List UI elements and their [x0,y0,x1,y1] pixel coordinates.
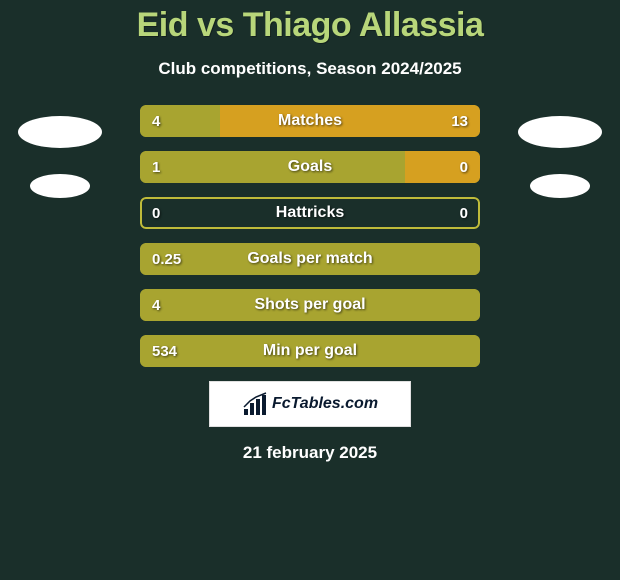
bar-label: Min per goal [263,342,357,360]
stat-bar: 534 Min per goal [140,335,480,367]
subtitle: Club competitions, Season 2024/2025 [158,59,461,79]
source-logo-text: FcTables.com [272,395,378,413]
stat-bar: 0 0 Hattricks [140,197,480,229]
stat-bar: 0.25 Goals per match [140,243,480,275]
team-badge-placeholder [530,174,590,198]
bar-value-right: 0 [460,159,468,176]
bar-value-left: 0 [152,205,160,222]
bar-value-left: 534 [152,343,177,360]
bar-value-left: 1 [152,159,160,176]
team-badge-placeholder [30,174,90,198]
comparison-bars: 4 13 Matches 1 0 Goals 0 0 Hattricks 0.25 Goals pe… [140,105,480,367]
bar-value-left: 4 [152,297,160,314]
fctables-icon [242,391,268,417]
bar-value-right: 0 [460,205,468,222]
bar-value-right: 13 [451,113,468,130]
bar-fill-left [140,151,405,183]
bar-label: Matches [278,112,342,130]
stat-bar: 1 0 Goals [140,151,480,183]
bar-value-left: 4 [152,113,160,130]
bar-label: Goals per match [247,250,372,268]
bar-label: Goals [288,158,332,176]
bar-value-left: 0.25 [152,251,181,268]
bar-fill-right [405,151,480,183]
bar-label: Shots per goal [254,296,365,314]
player-right-avatars [518,116,602,198]
player-left-avatars [18,116,102,198]
avatar-placeholder [18,116,102,148]
bar-fill-right [220,105,480,137]
avatar-placeholder [518,116,602,148]
date-label: 21 february 2025 [243,443,377,463]
bar-label: Hattricks [276,204,344,222]
stat-bar: 4 13 Matches [140,105,480,137]
page-title: Eid vs Thiago Allassia [137,6,484,45]
stat-bar: 4 Shots per goal [140,289,480,321]
source-logo[interactable]: FcTables.com [209,381,411,427]
comparison-card: Eid vs Thiago Allassia Club competitions… [0,0,620,580]
